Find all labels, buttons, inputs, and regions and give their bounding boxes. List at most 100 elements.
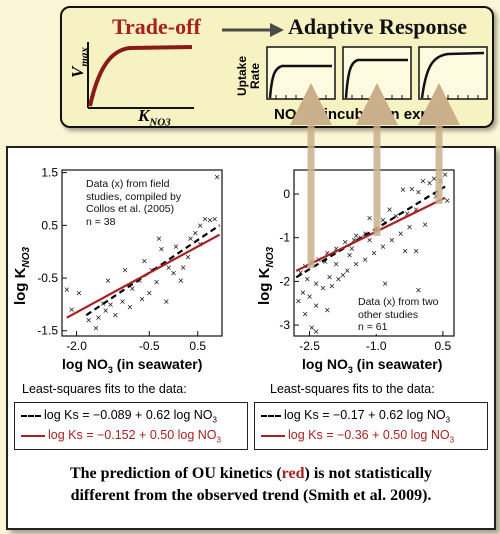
data-point: × — [413, 246, 419, 257]
data-point: × — [142, 257, 148, 268]
x-tick-label: 0.5 — [435, 339, 452, 353]
data-point: × — [340, 270, 346, 281]
data-point: × — [367, 214, 373, 225]
data-point: × — [404, 209, 410, 220]
data-point: × — [105, 276, 111, 287]
data-point: × — [103, 306, 109, 317]
uptake-plot-3 — [418, 46, 488, 100]
data-point: × — [304, 275, 310, 286]
data-point: × — [202, 215, 208, 226]
data-point: × — [95, 313, 101, 324]
data-point: × — [324, 305, 330, 316]
data-point: × — [64, 285, 70, 296]
incubation-label: NO3 in incubation expts. — [274, 106, 448, 126]
y-tick-label: -3 — [279, 318, 290, 332]
data-point: × — [402, 246, 408, 257]
data-point: × — [367, 235, 373, 246]
data-point: × — [349, 244, 355, 255]
data-point: × — [329, 281, 335, 292]
data-point: × — [76, 288, 82, 299]
data-point: × — [108, 300, 114, 311]
data-point: × — [86, 316, 92, 327]
data-point: × — [214, 172, 220, 183]
data-point: × — [154, 278, 160, 289]
data-point: × — [178, 276, 184, 287]
left-dashed-fit: log Ks = −0.089 + 0.62 log NO3 — [21, 408, 217, 425]
data-point: × — [127, 303, 133, 314]
solid-line-icon — [21, 434, 45, 437]
data-point: × — [163, 297, 169, 308]
data-point: × — [120, 297, 126, 308]
caption-line-2: different from the observed trend (Smith… — [70, 487, 432, 504]
data-point: × — [156, 234, 162, 245]
solid-fit-line — [66, 233, 221, 319]
kno3-axis-label: KNO3 — [138, 106, 171, 129]
right-solid-fit: log Ks = −0.36 + 0.50 log NO3 — [261, 428, 454, 445]
x-tick-label: 0.5 — [189, 339, 206, 353]
right-fit-box: log Ks = −0.17 + 0.62 log NO3 log Ks = −… — [254, 402, 488, 450]
data-point: × — [416, 187, 422, 198]
data-point: × — [353, 259, 359, 270]
x-tick-label: -1.0 — [366, 339, 387, 353]
x-tick-label: -0.5 — [139, 339, 160, 353]
right-annotation: Data (x) from two other studies n = 61 — [358, 296, 439, 334]
adaptive-response-label: Adaptive Response — [288, 14, 468, 39]
data-point: × — [333, 259, 339, 270]
data-point: × — [180, 263, 186, 274]
data-point: × — [313, 279, 319, 290]
data-point: × — [362, 255, 368, 266]
tradeoff-curve-plot — [87, 42, 194, 109]
tradeoff-arrow-icon — [222, 23, 284, 37]
left-fits-heading: Least-squares fits to the data: — [22, 382, 187, 396]
data-point: × — [351, 235, 357, 246]
data-point: × — [413, 205, 419, 216]
data-point: × — [188, 234, 194, 245]
data-point: × — [336, 275, 342, 286]
uptake-rate-label: Uptake Rate — [235, 55, 262, 96]
data-point: × — [380, 242, 386, 253]
y-tick-label: -0.5 — [37, 271, 58, 285]
data-point: × — [158, 245, 164, 256]
left-xlabel: log NO3 (in seawater) — [62, 356, 203, 375]
data-point: × — [300, 288, 306, 299]
data-point: × — [139, 295, 145, 306]
left-fit-box: log Ks = −0.089 + 0.62 log NO3 log Ks = … — [14, 402, 248, 450]
main-panel: log KNO3 1.5 0.5 -0.5 -1.5 -2.0 -0.5 0.5 × × × × × ×… — [6, 146, 496, 530]
data-point: × — [302, 310, 308, 321]
data-point: × — [320, 283, 326, 294]
data-point: × — [353, 231, 359, 242]
tradeoff-curve — [88, 45, 193, 107]
data-point: × — [380, 216, 386, 227]
y-tick-label: 0 — [283, 187, 290, 201]
data-point: × — [173, 242, 179, 253]
dashed-fit-line — [295, 185, 446, 279]
data-point: × — [69, 305, 75, 316]
y-tick-label: -1.5 — [37, 324, 58, 338]
data-point: × — [407, 222, 413, 233]
data-point: × — [212, 215, 218, 226]
data-point: × — [442, 170, 448, 181]
data-point: × — [438, 176, 444, 187]
data-point: × — [431, 174, 437, 185]
data-point: × — [344, 266, 350, 277]
solid-fit-line — [295, 196, 446, 272]
data-point: × — [122, 266, 128, 277]
data-point: × — [409, 184, 415, 195]
y-tick-label: 0.5 — [41, 218, 58, 232]
data-point: × — [93, 324, 99, 335]
data-point: × — [185, 252, 191, 263]
solid-line-icon — [261, 434, 285, 437]
data-point: × — [393, 211, 399, 222]
data-point: × — [296, 297, 302, 308]
y-tick-label: -2 — [279, 274, 290, 288]
data-point: × — [342, 238, 348, 249]
data-point: × — [322, 257, 328, 268]
data-point: × — [333, 244, 339, 255]
data-point: × — [166, 263, 172, 274]
data-point: × — [313, 301, 319, 312]
data-point: × — [420, 176, 426, 187]
dashed-line-icon — [261, 414, 281, 417]
x-tick-label: -2.0 — [66, 339, 87, 353]
data-point: × — [400, 185, 406, 196]
data-point: × — [398, 229, 404, 240]
